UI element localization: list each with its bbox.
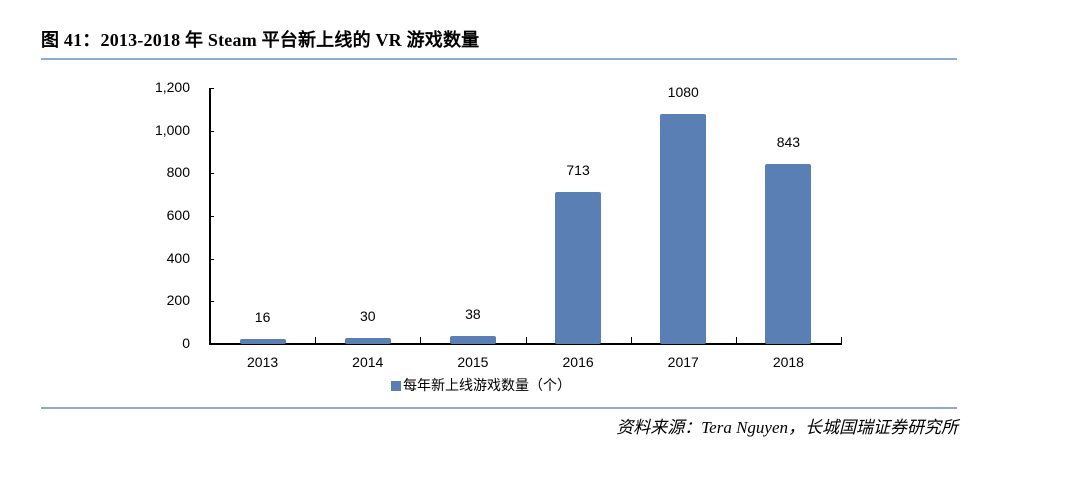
legend-label: 每年新上线游戏数量（个） <box>403 378 571 394</box>
x-tick-label: 2017 <box>667 354 699 370</box>
y-tick-label: 400 <box>166 249 190 266</box>
legend-swatch <box>391 381 401 391</box>
source-note: 资料来源：Tera Nguyen，长城国瑞证券研究所 <box>616 418 958 437</box>
y-tick-label: 200 <box>166 292 190 309</box>
x-tick-mark <box>630 337 632 344</box>
y-tick-mark <box>209 301 214 303</box>
data-label: 843 <box>776 134 801 151</box>
y-tick-mark <box>209 258 214 260</box>
figure-title: 图 41：2013-2018 年 Steam 平台新上线的 VR 游戏数量 <box>41 30 480 50</box>
y-tick-mark <box>209 344 214 345</box>
top-divider <box>41 58 957 60</box>
bar-2017 <box>660 113 707 344</box>
x-tick-label: 2013 <box>247 354 279 370</box>
y-tick-label: 600 <box>166 207 190 223</box>
y-tick-mark <box>209 88 214 89</box>
x-tick-mark <box>525 337 527 344</box>
bar-2014 <box>344 337 391 344</box>
data-label: 30 <box>359 307 376 324</box>
x-tick-mark <box>420 337 422 344</box>
x-tick-label: 2015 <box>457 354 489 370</box>
y-tick-label: 1,200 <box>154 79 190 95</box>
y-tick-mark <box>209 130 214 132</box>
x-axis <box>209 343 842 345</box>
x-tick-label: 2016 <box>562 354 594 370</box>
y-tick-mark <box>209 216 214 217</box>
chart-legend: 每年新上线游戏数量（个） <box>391 375 571 395</box>
bottom-divider <box>41 407 957 409</box>
x-tick-label: 2018 <box>772 354 804 370</box>
bar-2013 <box>239 339 286 344</box>
x-tick-mark <box>315 337 317 344</box>
x-tick-mark <box>735 337 737 344</box>
y-tick-label: 0 <box>182 335 190 351</box>
y-tick-label: 800 <box>166 164 190 181</box>
bar-2016 <box>555 191 602 344</box>
bar-2015 <box>449 335 496 344</box>
data-label: 713 <box>566 161 590 178</box>
data-label: 1080 <box>667 83 699 100</box>
y-tick-label: 1,000 <box>154 121 190 138</box>
data-label: 16 <box>254 309 271 325</box>
x-tick-mark <box>841 337 842 344</box>
x-tick-label: 2014 <box>352 354 384 370</box>
data-label: 38 <box>465 305 481 322</box>
bar-2018 <box>765 164 812 344</box>
y-tick-mark <box>209 173 214 175</box>
